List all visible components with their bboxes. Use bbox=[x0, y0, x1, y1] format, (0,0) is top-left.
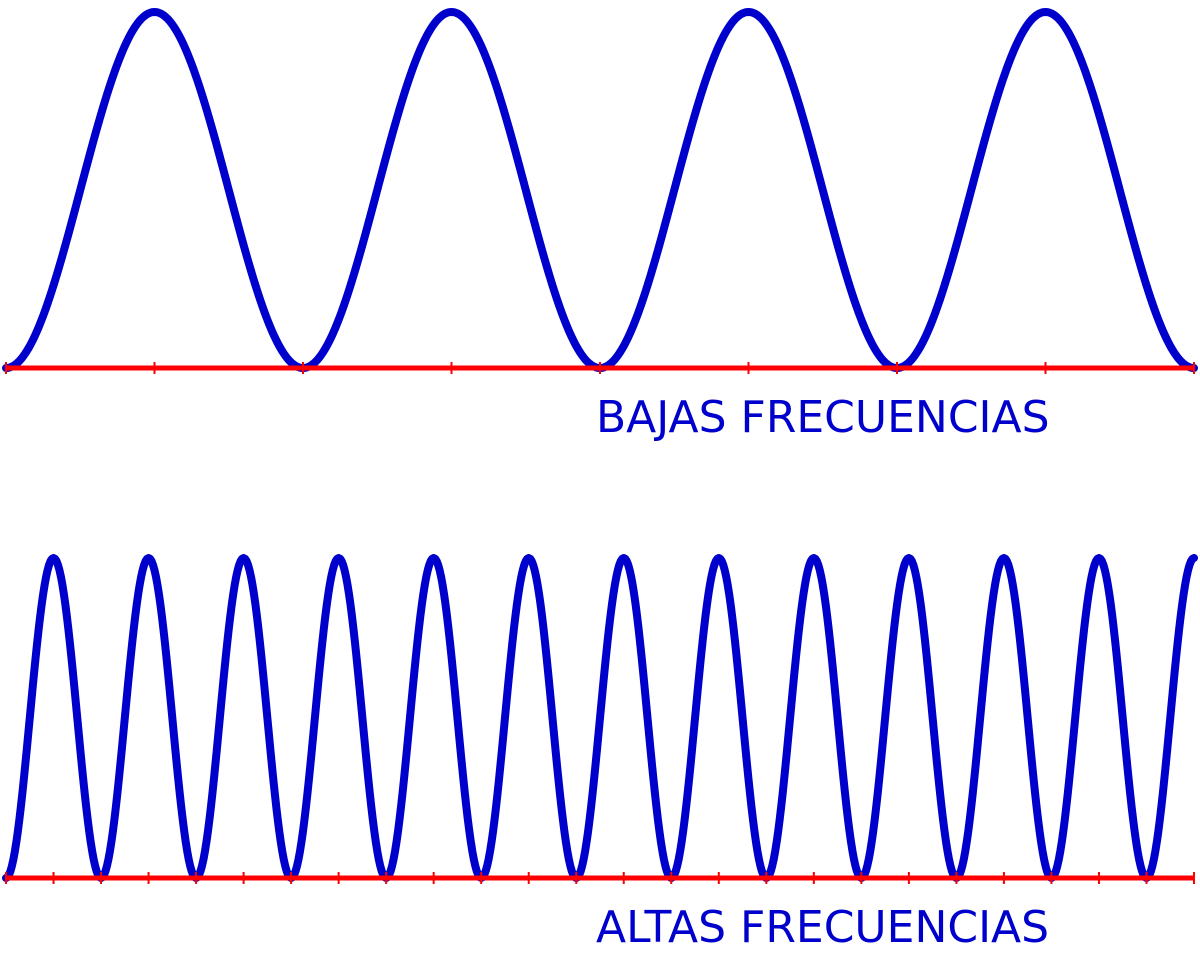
top-wave-group: BAJAS FRECUENCIAS bbox=[6, 12, 1194, 443]
bottom-wave-label: ALTAS FRECUENCIAS bbox=[596, 902, 1049, 953]
bottom-wave-sine bbox=[6, 558, 1194, 878]
bottom-wave-group: ALTAS FRECUENCIAS bbox=[6, 558, 1194, 953]
top-wave-sine bbox=[6, 12, 1194, 368]
top-wave-label: BAJAS FRECUENCIAS bbox=[596, 392, 1050, 443]
